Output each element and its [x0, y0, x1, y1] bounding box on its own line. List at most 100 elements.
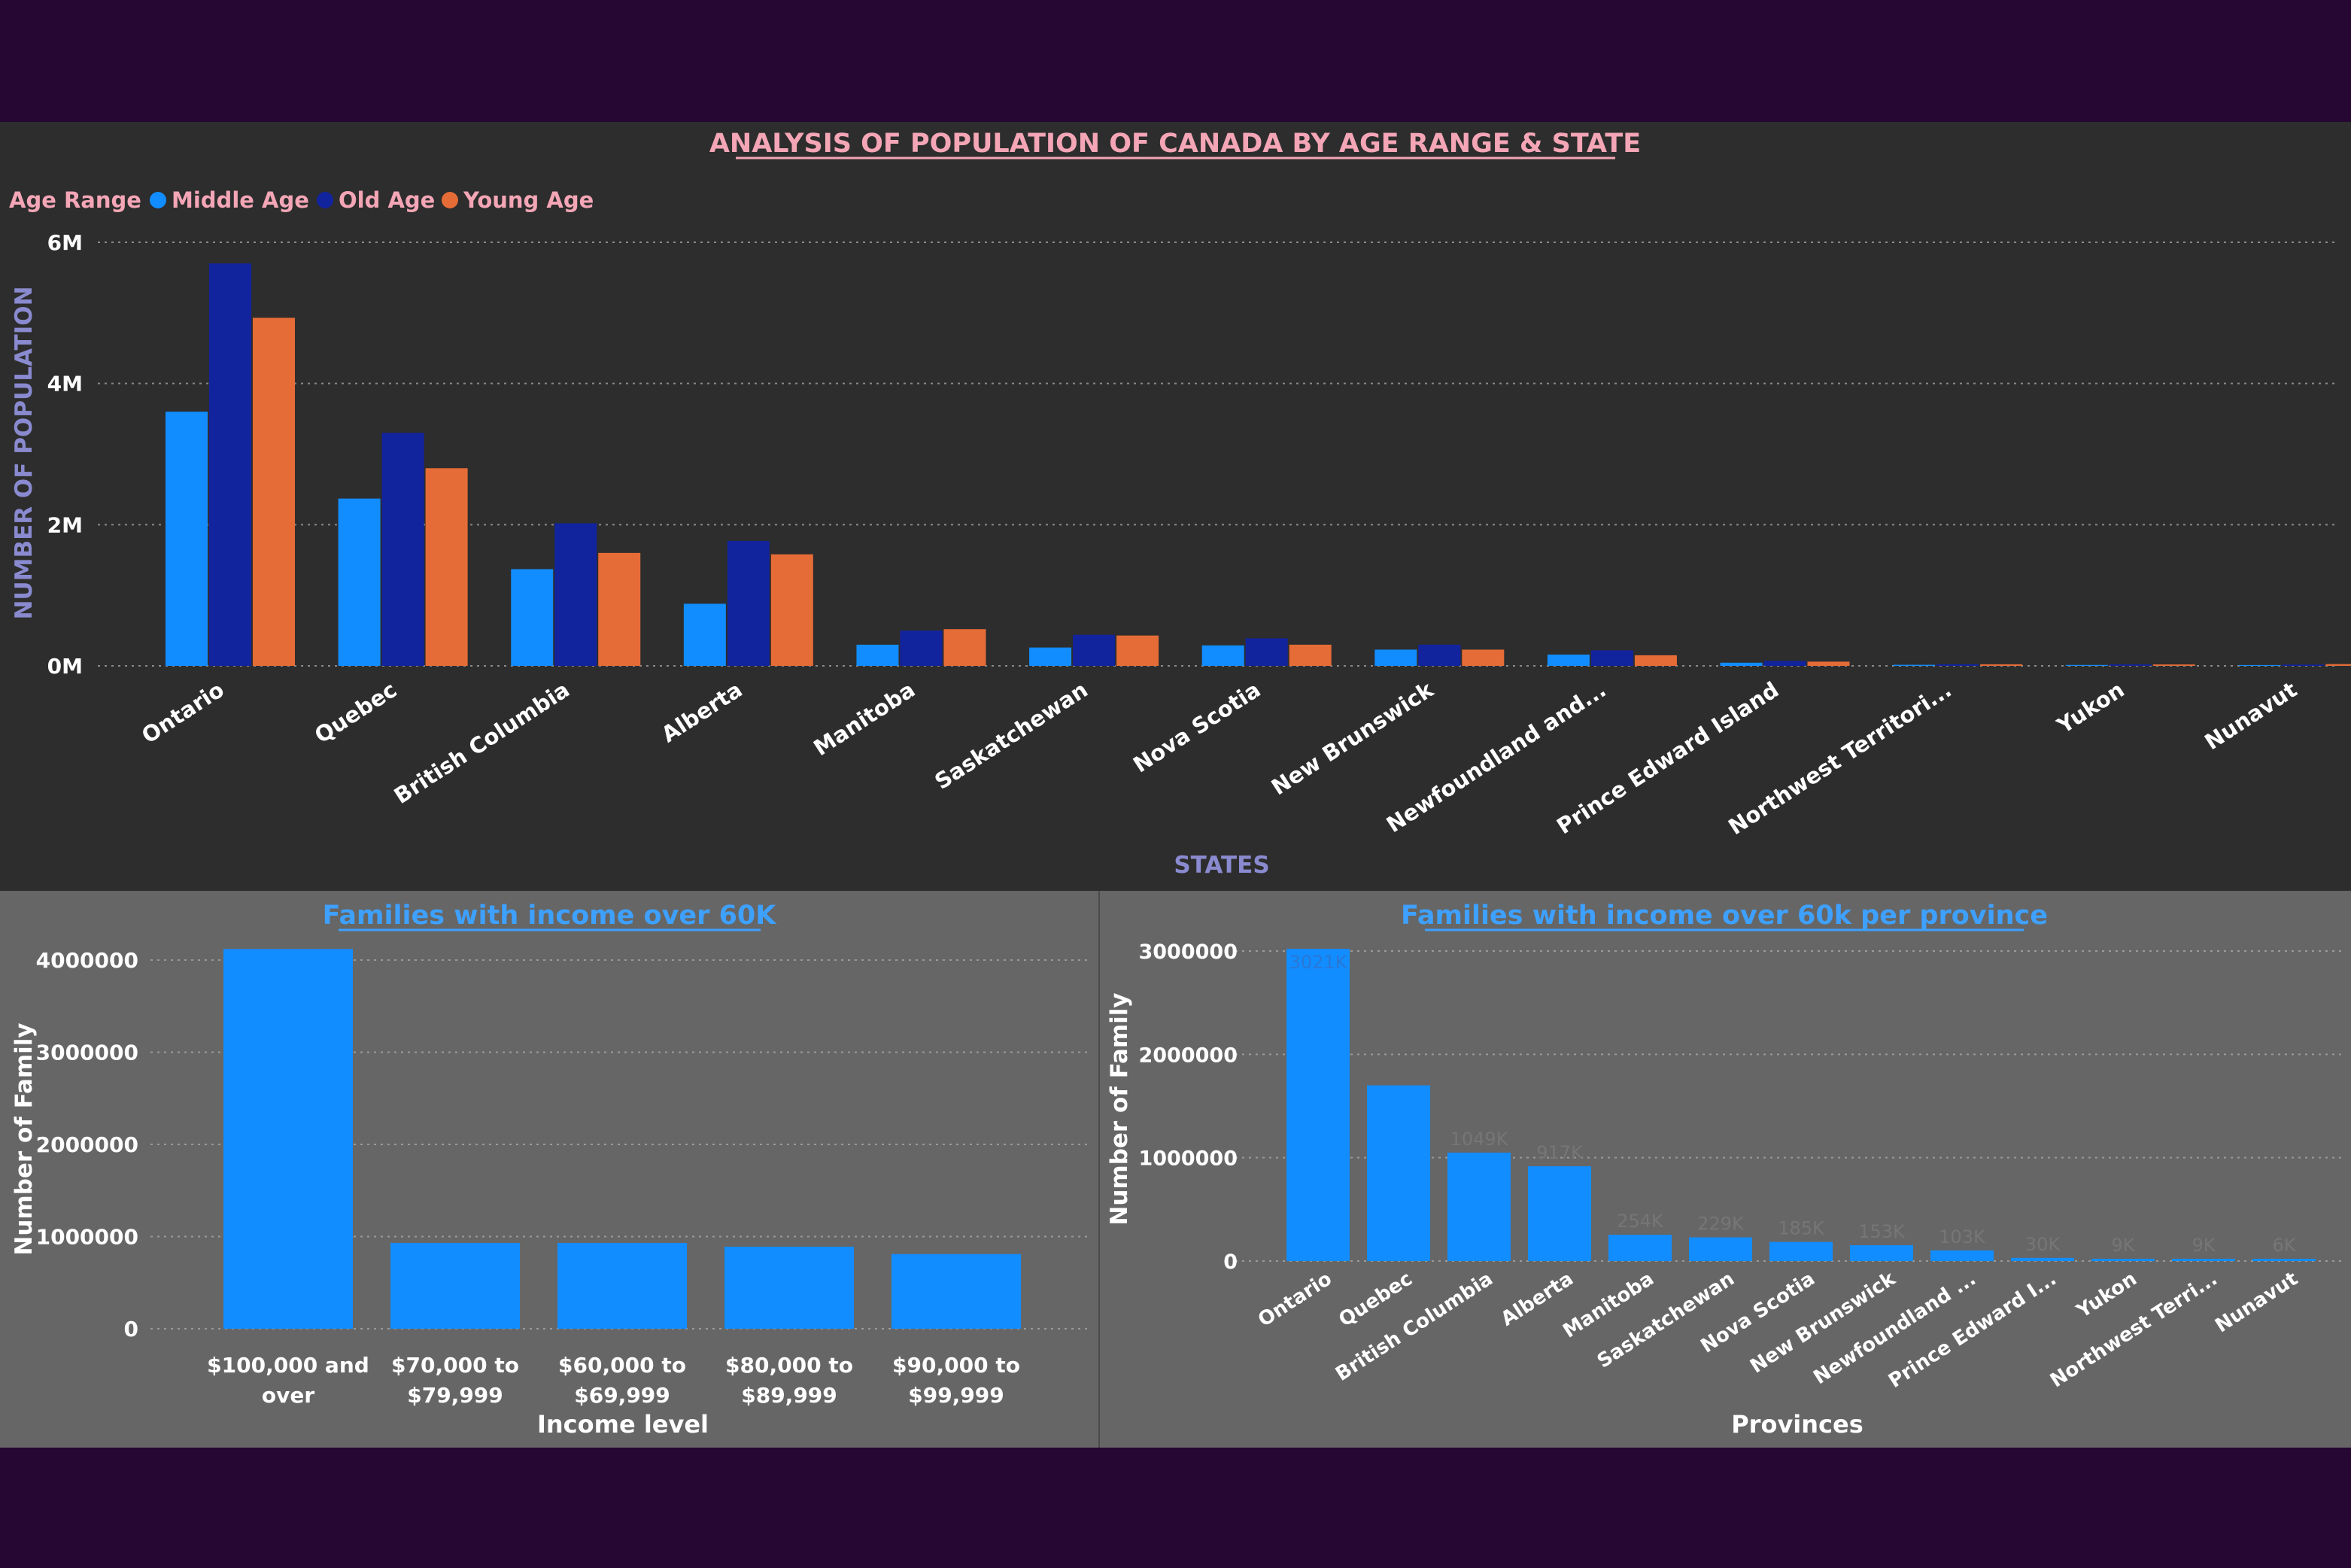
bar: [1769, 1241, 1833, 1261]
x-axis-title: STATES: [1174, 852, 1269, 879]
bar-young-age: [770, 554, 813, 666]
y-tick-label: 2000000: [1138, 1044, 1238, 1067]
bar: [1447, 1152, 1511, 1261]
data-label: 917K: [1536, 1142, 1584, 1163]
bar-old-age: [1245, 638, 1288, 666]
y-tick-label: 4M: [47, 372, 83, 397]
bar: [2091, 1259, 2155, 1261]
x-tick-label: $60,000 to: [558, 1353, 686, 1378]
x-tick-label: Manitoba: [809, 676, 919, 761]
bar-middle-age: [2238, 664, 2281, 666]
bar-young-age: [943, 629, 986, 666]
bar: [2172, 1259, 2235, 1261]
data-label: 254K: [1617, 1211, 1664, 1232]
province-chart-panel: Families with income over 60k per provin…: [1100, 891, 2351, 1448]
bar: [223, 949, 353, 1329]
y-tick-label: 3000000: [36, 1041, 138, 1065]
province-chart: Families with income over 60k per provin…: [1106, 901, 2345, 1439]
bar-young-age: [253, 318, 295, 666]
x-tick-label: Ontario: [1254, 1268, 1336, 1332]
x-tick-label: Yukon: [2072, 1268, 2140, 1323]
chart-title: ANALYSIS OF POPULATION OF CANADA BY AGE …: [709, 129, 1641, 159]
x-tick-label: $69,999: [574, 1383, 670, 1408]
bar-old-age: [1073, 634, 1116, 666]
legend: Age Range Middle Age Old Age Young Age: [9, 187, 594, 213]
x-axis-title: Provinces: [1731, 1410, 1863, 1439]
bar-middle-age: [683, 603, 726, 666]
bar-old-age: [900, 631, 943, 666]
bar-middle-age: [1029, 647, 1072, 666]
bar-old-age: [209, 263, 251, 666]
bar-old-age: [1763, 661, 1806, 666]
bar-old-age: [1418, 644, 1461, 666]
x-tick-label: Quebec: [310, 676, 401, 748]
x-tick-label: Ontario: [137, 676, 229, 748]
x-tick-label: Nunavut: [2211, 1268, 2302, 1338]
x-tick-label: $99,999: [908, 1383, 1004, 1408]
bar-middle-age: [1374, 649, 1417, 666]
bar-young-age: [2325, 664, 2351, 666]
y-tick-label: 0: [124, 1317, 138, 1342]
x-tick-label: over: [262, 1383, 314, 1408]
bar-old-age: [1590, 650, 1633, 666]
data-label: 1049K: [1450, 1129, 1509, 1150]
bar: [2011, 1257, 2074, 1261]
y-tick-label: 2000000: [36, 1132, 138, 1157]
chart-title: Families with income over 60K: [323, 901, 778, 931]
bar-old-age: [727, 540, 770, 666]
legend-item-label: Young Age: [463, 187, 594, 213]
bar-young-age: [2152, 664, 2195, 666]
bar: [1608, 1235, 1672, 1261]
x-tick-label: $70,000 to: [391, 1353, 519, 1378]
bar: [1367, 1085, 1430, 1261]
x-tick-label: $100,000 and: [207, 1353, 369, 1378]
bar-young-age: [1807, 661, 1850, 666]
bar-middle-age: [1720, 662, 1763, 666]
x-axis-title: Income level: [537, 1410, 709, 1439]
x-tick-label: Saskatchewan: [930, 676, 1092, 794]
bar-middle-age: [338, 498, 381, 666]
bar: [1286, 949, 1350, 1261]
x-tick-label: $79,999: [407, 1383, 503, 1408]
y-tick-label: 1000000: [1138, 1147, 1238, 1171]
bar: [891, 1253, 1021, 1329]
x-tick-label: $90,000 to: [892, 1353, 1020, 1378]
bar-old-age: [554, 523, 597, 666]
data-label: 30K: [2025, 1234, 2061, 1255]
bar-middle-age: [1893, 664, 1936, 666]
y-axis-title: Number of Family: [11, 1023, 38, 1255]
x-tick-label: Alberta: [657, 676, 747, 747]
bar: [390, 1243, 520, 1329]
bar-young-age: [425, 468, 468, 666]
population-chart: ANALYSIS OF POPULATION OF CANADA BY AGE …: [9, 129, 2351, 879]
data-label: 3021K: [1289, 952, 1348, 973]
data-label: 9K: [2192, 1235, 2216, 1256]
x-tick-label: $89,999: [741, 1383, 837, 1408]
bar: [2252, 1259, 2316, 1261]
y-axis-title: NUMBER OF POPULATION: [11, 286, 38, 619]
data-label: 229K: [1697, 1214, 1745, 1235]
bar-young-age: [1462, 649, 1505, 666]
bar-old-age: [381, 433, 424, 666]
bar-middle-age: [1547, 654, 1590, 666]
bar-young-age: [1634, 655, 1677, 666]
y-tick-label: 3000000: [1138, 940, 1238, 964]
legend-marker-0: [150, 192, 166, 208]
x-tick-label: Nunavut: [2200, 676, 2301, 755]
y-axis-title: Number of Family: [1106, 992, 1133, 1225]
population-chart-panel: ANALYSIS OF POPULATION OF CANADA BY AGE …: [0, 122, 2351, 891]
x-tick-label: New Brunswick: [1267, 676, 1438, 801]
bar: [557, 1243, 687, 1329]
legend-item-label: Old Age: [339, 187, 435, 213]
data-label: 103K: [1939, 1226, 1986, 1247]
data-label: 153K: [1858, 1221, 1906, 1242]
x-tick-label: $80,000 to: [725, 1353, 853, 1378]
y-tick-label: 0: [1223, 1250, 1238, 1274]
x-tick-label: Yukon: [2052, 676, 2129, 739]
bar-old-age: [2109, 664, 2152, 666]
y-tick-label: 1000000: [36, 1225, 138, 1250]
bar-young-age: [598, 552, 641, 666]
data-label: 9K: [2111, 1235, 2135, 1256]
legend-marker-2: [442, 192, 458, 208]
chart-title: Families with income over 60k per provin…: [1401, 901, 2048, 931]
